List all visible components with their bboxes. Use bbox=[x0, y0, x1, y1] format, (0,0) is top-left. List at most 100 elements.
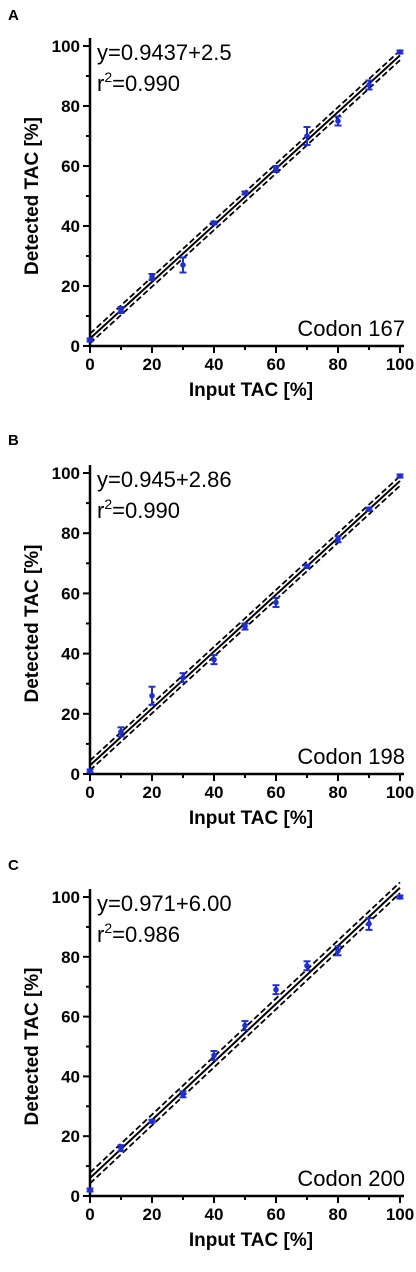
regression-line bbox=[89, 54, 401, 340]
r-squared: r2=0.986 bbox=[97, 920, 180, 947]
y-tick-label: 20 bbox=[61, 705, 80, 724]
data-marker bbox=[335, 118, 341, 124]
data-marker bbox=[304, 563, 310, 570]
chart-panel-a: A 0 20 40 60 80 100 0 20 40 60 80 100 Input TAC [%] De… bbox=[8, 7, 414, 401]
x-tick-label: 100 bbox=[386, 1205, 414, 1224]
r-squared-superscript: 2 bbox=[104, 69, 112, 85]
y-tick-label: 0 bbox=[71, 765, 80, 784]
data-point bbox=[210, 654, 218, 666]
x-tick-label: 40 bbox=[205, 783, 224, 802]
codon-annotation: Codon 198 bbox=[297, 744, 405, 769]
data-marker bbox=[304, 133, 310, 139]
data-point bbox=[365, 916, 373, 931]
r-squared-value: =0.986 bbox=[112, 922, 180, 947]
y-axis-title: Detected TAC [%] bbox=[22, 545, 43, 703]
panel-label: A bbox=[8, 7, 19, 24]
y-tick-label: 100 bbox=[52, 888, 80, 907]
data-marker bbox=[335, 536, 341, 543]
r-squared: r2=0.990 bbox=[97, 69, 180, 96]
fit-equation: y=0.9437+2.5 bbox=[97, 40, 232, 65]
r-squared: r2=0.990 bbox=[97, 496, 180, 523]
y-axis-title: Detected TAC [%] bbox=[22, 117, 43, 275]
data-point bbox=[148, 1118, 156, 1125]
data-marker bbox=[211, 656, 217, 663]
data-marker bbox=[211, 220, 217, 226]
data-marker bbox=[397, 894, 403, 900]
data-point bbox=[241, 190, 249, 196]
data-marker bbox=[87, 337, 93, 343]
data-point bbox=[241, 622, 249, 631]
data-point bbox=[86, 768, 94, 774]
r-squared-value: =0.990 bbox=[112, 498, 180, 523]
panel-label: C bbox=[8, 857, 19, 874]
x-tick-label: 80 bbox=[329, 1205, 348, 1224]
data-point bbox=[334, 535, 342, 544]
codon-annotation: Codon 167 bbox=[297, 316, 405, 341]
data-marker bbox=[273, 166, 279, 172]
data-marker bbox=[397, 49, 403, 55]
confidence-band-lower bbox=[89, 59, 401, 344]
r-squared-prefix: r bbox=[97, 71, 104, 96]
data-marker bbox=[149, 274, 155, 280]
data-marker bbox=[87, 768, 93, 774]
chart-panel-b: B 0 20 40 60 80 100 0 20 40 60 80 100 Input TAC [%] De… bbox=[8, 432, 414, 829]
x-tick-label: 20 bbox=[143, 1205, 162, 1224]
data-point bbox=[365, 506, 373, 512]
x-axis-title: Input TAC [%] bbox=[189, 808, 313, 829]
data-marker bbox=[118, 729, 124, 735]
r-squared-superscript: 2 bbox=[104, 920, 112, 936]
r-squared-prefix: r bbox=[97, 498, 104, 523]
data-point bbox=[148, 273, 156, 281]
chart-panel-c: C 0 20 40 60 80 100 0 20 40 60 80 100 Input TAC [%] De… bbox=[8, 857, 414, 1251]
data-point bbox=[303, 563, 311, 570]
data-point bbox=[117, 726, 125, 738]
data-marker bbox=[211, 1052, 217, 1059]
data-point bbox=[179, 1090, 187, 1099]
fit-equation: y=0.971+6.00 bbox=[97, 891, 232, 916]
y-tick-label: 40 bbox=[61, 645, 80, 664]
data-point bbox=[210, 1049, 218, 1061]
data-marker bbox=[87, 1187, 93, 1193]
data-marker bbox=[118, 1145, 124, 1151]
data-marker bbox=[242, 190, 248, 196]
y-tick-label: 60 bbox=[61, 1008, 80, 1027]
x-tick-label: 0 bbox=[85, 783, 94, 802]
x-tick-label: 0 bbox=[85, 1205, 94, 1224]
data-point bbox=[117, 1144, 125, 1153]
y-tick-label: 20 bbox=[61, 277, 80, 296]
y-tick-label: 80 bbox=[61, 524, 80, 543]
x-tick-label: 60 bbox=[267, 783, 286, 802]
data-marker bbox=[397, 473, 403, 479]
panel-label: B bbox=[8, 432, 19, 449]
data-point bbox=[334, 115, 342, 127]
y-tick-label: 40 bbox=[61, 217, 80, 236]
x-tick-label: 60 bbox=[267, 355, 286, 374]
codon-annotation: Codon 200 bbox=[297, 1166, 405, 1191]
y-tick-label: 20 bbox=[61, 1127, 80, 1146]
y-axis-title: Detected TAC [%] bbox=[22, 968, 43, 1126]
x-tick-label: 40 bbox=[205, 355, 224, 374]
data-point bbox=[272, 596, 280, 608]
data-point bbox=[241, 1020, 249, 1032]
data-point bbox=[179, 672, 187, 684]
x-tick-label: 20 bbox=[143, 355, 162, 374]
data-marker bbox=[149, 1118, 155, 1125]
data-marker bbox=[273, 599, 279, 606]
data-point bbox=[396, 473, 404, 479]
data-marker bbox=[366, 506, 372, 512]
x-tick-label: 100 bbox=[386, 783, 414, 802]
data-marker bbox=[118, 307, 124, 313]
data-point bbox=[365, 79, 373, 91]
data-point bbox=[303, 960, 311, 972]
x-tick-label: 40 bbox=[205, 1205, 224, 1224]
x-tick-label: 20 bbox=[143, 783, 162, 802]
data-point bbox=[86, 1187, 94, 1193]
y-tick-label: 0 bbox=[71, 1187, 80, 1206]
x-tick-label: 80 bbox=[329, 783, 348, 802]
y-tick-label: 60 bbox=[61, 157, 80, 176]
data-marker bbox=[242, 1022, 248, 1029]
r-squared-superscript: 2 bbox=[104, 496, 112, 512]
x-axis-title: Input TAC [%] bbox=[189, 1230, 313, 1251]
data-marker bbox=[180, 1091, 186, 1098]
data-marker bbox=[273, 986, 279, 993]
